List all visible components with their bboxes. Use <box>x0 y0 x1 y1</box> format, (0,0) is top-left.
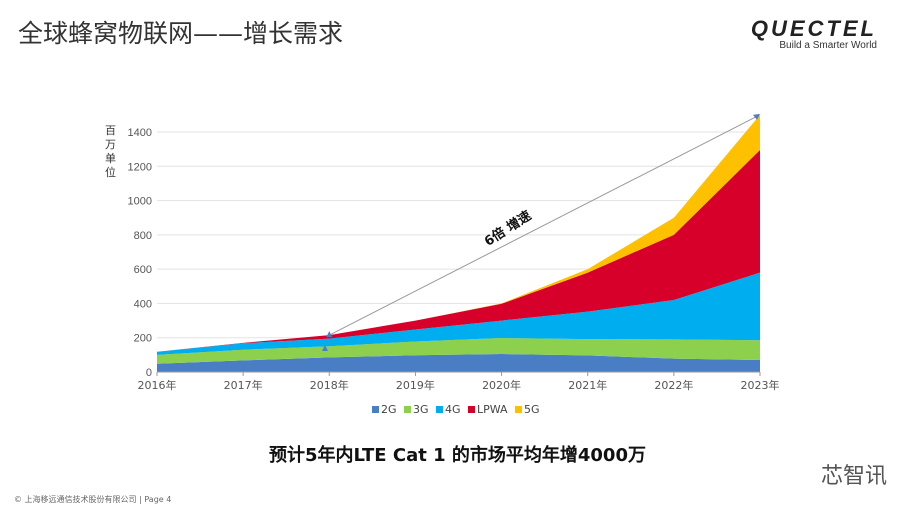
growth-arrow <box>329 116 757 336</box>
x-tick-label: 2020年 <box>482 378 521 392</box>
y-axis-label: 百万单位 <box>105 124 116 179</box>
legend-label-lpwa: LPWA <box>477 403 508 416</box>
page-title: 全球蜂窝物联网——增长需求 <box>18 19 344 48</box>
conclusion-text: 预计5年内LTE Cat 1 的市场平均年增4000万 <box>269 445 646 466</box>
x-tick-label: 2016年 <box>138 378 177 392</box>
legend-swatch-3g <box>404 406 411 413</box>
y-tick-label: 1400 <box>128 127 152 139</box>
x-tick-label: 2021年 <box>568 378 607 392</box>
y-tick-label: 0 <box>146 367 152 379</box>
stacked-area-chart: 0 200 400 600 800 1000 1200 1400 2016年 2017年 2018年… <box>128 113 780 416</box>
area-4g <box>157 272 760 355</box>
x-tick-label: 2023年 <box>741 378 780 392</box>
watermark: 芯智讯 <box>820 464 887 489</box>
y-tick-label: 200 <box>134 333 152 345</box>
x-tick-label: 2017年 <box>224 378 263 392</box>
area-lpwa <box>157 150 760 352</box>
legend-swatch-4g <box>436 406 443 413</box>
legend-label-5g: 5G <box>524 403 540 416</box>
y-tick-label: 400 <box>134 298 152 310</box>
arrow-tail-marker <box>326 331 333 338</box>
legend-label-3g: 3G <box>413 403 429 416</box>
legend-swatch-2g <box>372 406 379 413</box>
legend-label-4g: 4G <box>445 403 461 416</box>
y-tick-label: 1200 <box>128 161 152 173</box>
area-2g <box>157 354 760 372</box>
legend-label-2g: 2G <box>381 403 397 416</box>
marker-triangle <box>322 345 328 351</box>
area-3g <box>157 338 760 364</box>
y-tick-label: 1000 <box>128 196 152 208</box>
quectel-logo: QUECTEL Build a Smarter World <box>750 16 877 51</box>
y-tick-label: 800 <box>134 230 152 242</box>
legend-swatch-5g <box>515 406 522 413</box>
x-tick-label: 2019年 <box>396 378 435 392</box>
y-tick-label: 600 <box>134 264 152 276</box>
legend-swatch-lpwa <box>468 406 475 413</box>
x-tick-label: 2018年 <box>310 378 349 392</box>
x-tick-label: 2022年 <box>654 378 693 392</box>
footer-text: © 上海移远通信技术股份有限公司 | Page 4 <box>14 495 172 504</box>
arrow-head <box>753 113 760 120</box>
